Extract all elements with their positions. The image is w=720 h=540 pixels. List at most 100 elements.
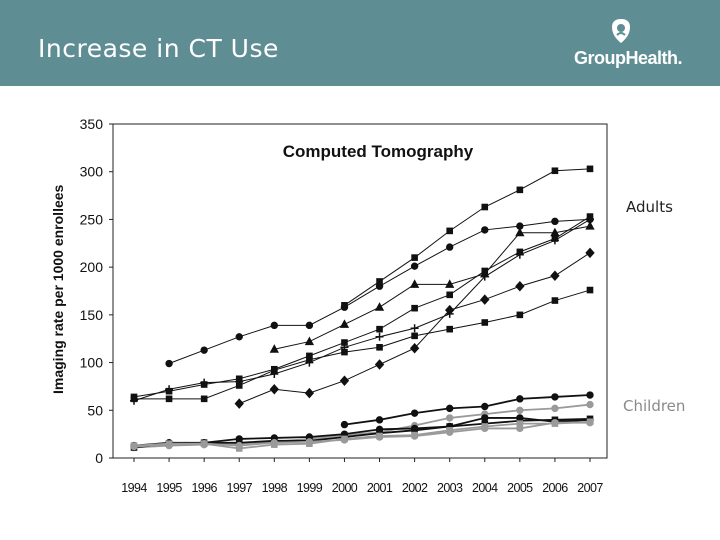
series-line xyxy=(344,394,591,426)
data-point xyxy=(445,279,455,288)
data-point xyxy=(481,402,489,411)
x-tick-label: 2003 xyxy=(437,481,463,495)
y-axis-label: Imaging rate per 1000 enrollees xyxy=(50,184,66,394)
data-point xyxy=(445,243,454,251)
data-point xyxy=(516,406,524,414)
data-point xyxy=(165,395,173,403)
logo-emblem-icon xyxy=(612,19,630,43)
data-point xyxy=(341,348,348,356)
data-point xyxy=(341,339,348,346)
data-point xyxy=(446,227,453,235)
data-point xyxy=(234,398,244,409)
data-point xyxy=(445,414,454,422)
data-point xyxy=(340,303,349,311)
data-point xyxy=(586,213,594,220)
data-point xyxy=(445,428,454,436)
y-tick-label: 350 xyxy=(80,116,104,132)
data-point xyxy=(551,167,559,175)
data-point xyxy=(516,186,524,194)
adults-label: Adults xyxy=(626,198,673,216)
data-point xyxy=(270,439,279,447)
data-point xyxy=(165,387,173,395)
data-point xyxy=(551,418,559,427)
series-adults-g xyxy=(130,286,594,403)
data-point xyxy=(409,279,420,288)
x-tick-label: 1994 xyxy=(121,481,147,495)
data-point xyxy=(374,302,385,311)
series-line xyxy=(344,168,591,306)
ct-line-chart: Computed Tomography Imaging rate per 100… xyxy=(50,116,608,495)
series-children-f xyxy=(130,418,594,451)
data-point xyxy=(304,387,315,399)
data-point xyxy=(375,282,384,290)
data-point xyxy=(516,248,524,256)
data-point xyxy=(165,440,173,449)
data-point xyxy=(305,321,314,330)
data-point xyxy=(410,262,419,270)
data-point xyxy=(411,254,418,261)
series-adults-e xyxy=(130,213,594,401)
series-line xyxy=(133,417,591,449)
data-point xyxy=(446,291,453,299)
series-adults-f xyxy=(234,247,595,409)
x-tick-label: 2007 xyxy=(577,481,603,495)
x-tick-label: 2002 xyxy=(402,481,428,495)
series-line xyxy=(133,218,591,402)
data-point xyxy=(235,441,243,450)
children-label: Children xyxy=(623,397,686,415)
data-point xyxy=(200,395,208,403)
y-tick-label: 50 xyxy=(87,402,103,418)
data-point xyxy=(130,395,138,403)
data-point xyxy=(551,297,559,304)
logo-text: GroupHealth. xyxy=(574,48,683,68)
series-line xyxy=(134,289,591,400)
data-point xyxy=(410,324,419,333)
data-point xyxy=(481,203,489,211)
data-point xyxy=(269,344,279,353)
series-line xyxy=(133,216,591,398)
data-point xyxy=(551,393,559,401)
data-point xyxy=(410,432,419,440)
y-tick-label: 200 xyxy=(80,259,104,275)
data-point xyxy=(410,409,419,417)
data-point xyxy=(586,165,594,173)
data-point xyxy=(340,436,349,444)
series-line xyxy=(133,421,590,448)
x-tick-label: 1998 xyxy=(262,481,288,495)
data-point xyxy=(340,420,349,429)
plot-area xyxy=(112,123,608,459)
x-tick-label: 2004 xyxy=(472,481,498,495)
data-point xyxy=(481,319,489,326)
data-point xyxy=(376,344,383,351)
data-point xyxy=(376,325,383,333)
y-tick-label: 100 xyxy=(80,355,104,371)
y-tick-label: 0 xyxy=(95,450,103,466)
x-tick-label: 1996 xyxy=(191,481,217,495)
data-point xyxy=(304,336,315,346)
data-point xyxy=(130,442,138,451)
data-point xyxy=(516,311,524,319)
data-point xyxy=(411,304,418,312)
data-point xyxy=(339,375,350,386)
data-point xyxy=(481,414,489,422)
data-point xyxy=(551,235,559,242)
x-tick-label: 2001 xyxy=(367,481,393,495)
data-point xyxy=(305,438,314,446)
data-point xyxy=(165,359,173,368)
data-point xyxy=(269,384,279,395)
x-tick-label: 2006 xyxy=(542,481,568,495)
y-tick-label: 150 xyxy=(80,307,104,323)
data-point xyxy=(375,433,384,441)
data-point xyxy=(339,319,350,328)
data-point xyxy=(409,343,420,354)
data-point xyxy=(481,267,489,275)
data-point xyxy=(586,418,594,427)
data-point xyxy=(200,381,208,388)
slide-title: Increase in CT Use xyxy=(38,34,279,63)
title-bar: Increase in CT Use GroupHealth. xyxy=(0,0,720,86)
x-tick-label: 2000 xyxy=(332,481,358,495)
data-point xyxy=(235,333,243,341)
data-point xyxy=(375,332,384,341)
data-point xyxy=(585,247,595,259)
data-point xyxy=(235,375,243,383)
